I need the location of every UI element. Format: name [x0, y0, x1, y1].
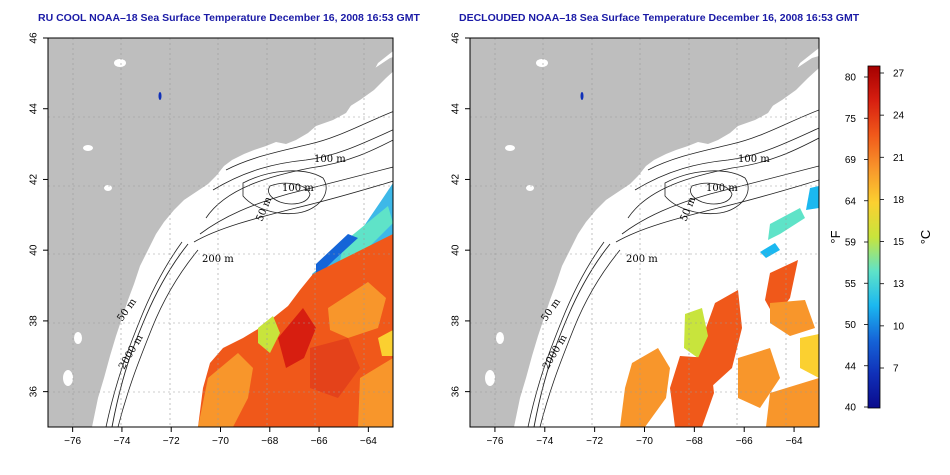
right-map-axes: −76 −74 −72 −70 −68 −66 −64 36 38 40 42 44 46 — [451, 32, 803, 447]
celsius-tick-label: 10 — [893, 321, 905, 332]
fahrenheit-tick-label: 75 — [845, 114, 857, 125]
right-x-tick-label: −70 — [636, 436, 653, 447]
left-y-tick-label: 40 — [29, 244, 40, 256]
left-map-axes: −76 −74 −72 −70 −68 −66 −64 36 38 40 42 44 46 — [29, 32, 378, 447]
left-y-tick-label: 38 — [29, 315, 40, 327]
left-y-tick-label: 36 — [29, 386, 40, 398]
left-y-tick-label: 46 — [29, 32, 40, 44]
left-x-tick-label: −72 — [163, 436, 180, 447]
celsius-unit-label: °C — [918, 230, 933, 245]
right-x-tick-label: −72 — [586, 436, 603, 447]
celsius-tick-label: 15 — [893, 237, 905, 248]
right-y-tick-label: 38 — [451, 315, 462, 327]
fahrenheit-unit-label: °F — [828, 230, 843, 243]
fahrenheit-tick-label: 59 — [845, 238, 857, 249]
right-map-panel — [470, 38, 819, 427]
fahrenheit-tick-label: 44 — [845, 361, 857, 372]
left-x-tick-label: −76 — [64, 436, 81, 447]
left-x-tick-label: −66 — [311, 436, 328, 447]
fahrenheit-tick-label: 50 — [845, 320, 857, 331]
colorbar-gradient — [867, 65, 881, 409]
celsius-tick-label: 21 — [893, 153, 905, 164]
left-x-tick-label: −70 — [212, 436, 229, 447]
contour-label-100m-b: 100 m — [282, 183, 314, 194]
right-x-tick-label: −66 — [736, 436, 753, 447]
right-y-tick-label: 42 — [451, 173, 462, 185]
right-x-tick-label: −76 — [486, 436, 503, 447]
right-map-title: DECLOUDED NOAA–18 Sea Surface Temperatur… — [459, 12, 860, 24]
contour-label-100m-a-right: 100 m — [738, 154, 770, 165]
celsius-tick-label: 27 — [893, 69, 905, 80]
left-x-tick-label: −68 — [261, 436, 278, 447]
fahrenheit-tick-label: 80 — [845, 73, 857, 84]
left-x-tick-label: −74 — [113, 436, 130, 447]
fahrenheit-tick-label: 64 — [845, 196, 857, 207]
right-y-tick-label: 46 — [451, 32, 462, 44]
temperature-colorbar: 80 75 69 64 59 55 50 44 40 27 24 21 18 15 13 10 7 °F °C — [828, 65, 933, 414]
left-sst-overlay — [198, 183, 393, 427]
right-y-tick-label: 36 — [451, 386, 462, 398]
celsius-tick-label: 18 — [893, 195, 905, 206]
fahrenheit-tick-label: 40 — [845, 403, 857, 414]
left-x-tick-label: −64 — [360, 436, 377, 447]
contour-label-100m-a: 100 m — [314, 154, 346, 165]
right-sst-overlay — [620, 186, 819, 427]
celsius-tick-label: 13 — [893, 279, 905, 290]
contour-label-200m: 200 m — [202, 254, 234, 265]
left-map-panel — [48, 38, 393, 427]
contour-label-100m-b-right: 100 m — [706, 183, 738, 194]
fahrenheit-scale: 80 75 69 64 59 55 50 44 40 — [845, 73, 868, 414]
right-y-tick-label: 40 — [451, 244, 462, 256]
right-x-tick-label: −64 — [786, 436, 803, 447]
celsius-tick-label: 24 — [893, 111, 905, 122]
celsius-scale: 27 24 21 18 15 13 10 7 — [880, 69, 905, 375]
celsius-tick-label: 7 — [893, 364, 899, 375]
right-x-tick-label: −68 — [686, 436, 703, 447]
fahrenheit-tick-label: 69 — [845, 155, 857, 166]
fahrenheit-tick-label: 55 — [845, 279, 857, 290]
contour-label-200m-right: 200 m — [626, 254, 658, 265]
right-x-tick-label: −74 — [536, 436, 553, 447]
left-y-tick-label: 42 — [29, 173, 40, 185]
right-y-tick-label: 44 — [451, 103, 462, 115]
left-map-title: RU COOL NOAA–18 Sea Surface Temperature … — [38, 12, 420, 24]
left-y-tick-label: 44 — [29, 103, 40, 115]
